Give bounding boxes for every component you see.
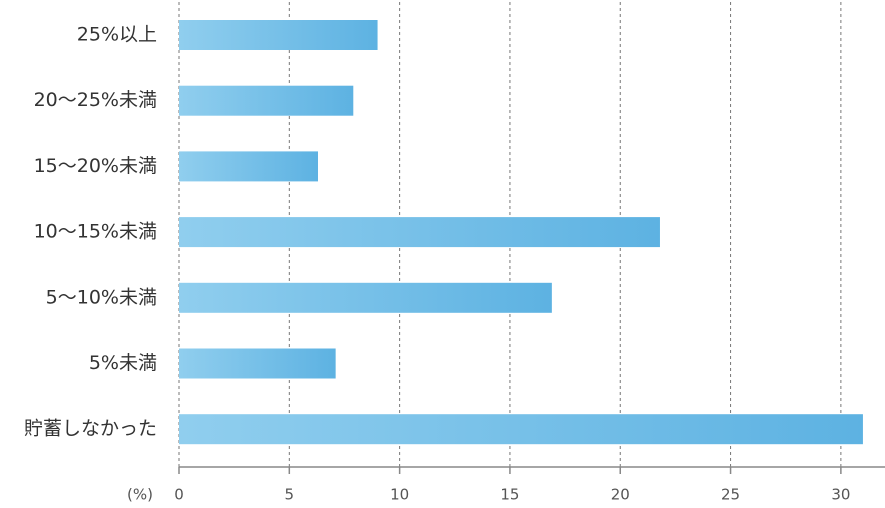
x-tick-label: 5 xyxy=(285,486,295,504)
y-tick-label: 10～15%未満 xyxy=(34,221,157,243)
y-tick-label: 20～25%未満 xyxy=(34,89,157,111)
bar xyxy=(179,217,660,248)
x-axis-label: (%) xyxy=(127,486,153,504)
x-tick-label: 25 xyxy=(721,486,740,504)
y-tick-label: 5%未満 xyxy=(89,352,157,374)
y-tick-label: 15～20%未満 xyxy=(34,155,157,177)
bar xyxy=(179,348,336,379)
bar xyxy=(179,85,354,116)
y-tick-label: 25%以上 xyxy=(77,24,157,46)
x-tick-label: 0 xyxy=(174,486,184,504)
x-tick-label: 15 xyxy=(500,486,519,504)
bar xyxy=(179,20,378,50)
bar xyxy=(179,151,318,182)
bar xyxy=(179,282,552,313)
bar xyxy=(179,414,863,445)
x-tick-label: 10 xyxy=(390,486,409,504)
y-tick-label: 5～10%未満 xyxy=(46,286,157,308)
x-tick-label: 20 xyxy=(611,486,630,504)
y-tick-label: 貯蓄しなかった xyxy=(24,418,157,440)
x-tick-label: 30 xyxy=(831,486,850,504)
